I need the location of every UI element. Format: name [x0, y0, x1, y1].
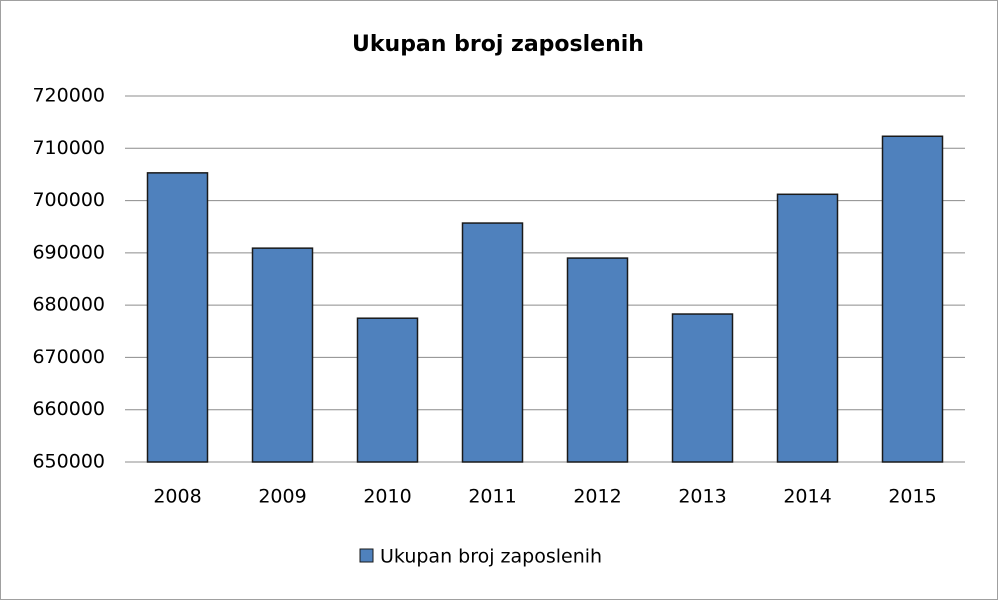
bar — [776, 193, 839, 463]
y-tick-label: 700000 — [32, 189, 105, 211]
x-tick-label: 2008 — [153, 486, 201, 508]
legend-label: Ukupan broj zaposlenih — [380, 546, 602, 568]
bar — [461, 222, 524, 463]
x-tick-label: 2013 — [678, 486, 726, 508]
bar — [881, 135, 944, 463]
x-tick-label: 2009 — [258, 486, 306, 508]
bar — [146, 172, 209, 463]
x-tick-label: 2010 — [363, 486, 411, 508]
y-tick-label: 680000 — [32, 294, 105, 316]
bar — [251, 247, 314, 463]
y-tick-label: 650000 — [32, 451, 105, 473]
x-tick-label: 2011 — [468, 486, 516, 508]
x-tick-label: 2012 — [573, 486, 621, 508]
y-tick-label: 670000 — [32, 346, 105, 368]
legend-swatch — [359, 548, 374, 563]
bar — [671, 313, 734, 463]
chart-title: Ukupan broj zaposlenih — [352, 32, 644, 57]
bar — [566, 257, 629, 463]
y-tick-label: 690000 — [32, 241, 105, 263]
x-tick-label: 2014 — [783, 486, 831, 508]
y-tick-label: 710000 — [32, 137, 105, 159]
y-tick-label: 660000 — [32, 398, 105, 420]
y-tick-label: 720000 — [32, 85, 105, 107]
bar — [356, 317, 419, 463]
x-tick-label: 2015 — [888, 486, 936, 508]
